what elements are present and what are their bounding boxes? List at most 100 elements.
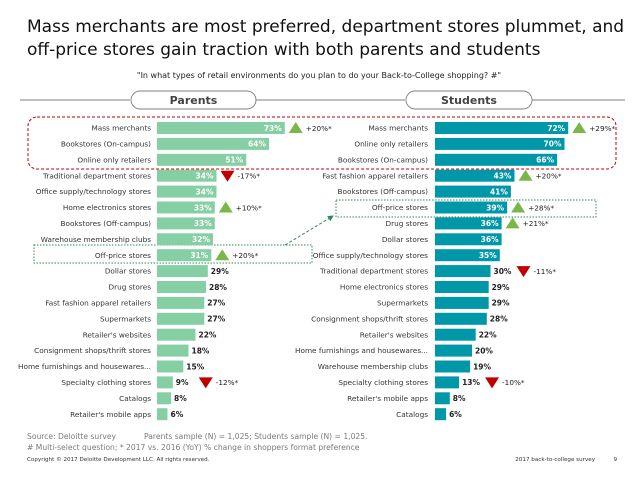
parents-value-label: 8% [174,394,187,403]
parents-bar [157,328,196,341]
students-bar [435,122,569,134]
parents-bar [157,296,205,309]
parents-category-label: Bookstores (On-campus) [61,140,151,149]
parents-category-label: Specialty clothing stores [61,378,151,387]
parents-value-label: 18% [192,346,210,355]
parents-category-label: Fast fashion apparel retailers [45,299,151,308]
students-yoy-label: +29%* [589,124,615,133]
parents-yoy-label: +20%* [232,251,258,260]
parents-category-label: Mass merchants [91,124,151,133]
source-text: Source: Deloitte survey [27,432,117,441]
parents-value-label: 6% [171,410,184,419]
students-bar [435,233,502,246]
down-arrow-icon [220,170,235,182]
students-category-label: Specialty clothing stores [338,378,428,387]
students-category-label: Supermarkets [377,299,428,308]
students-yoy-label: -11%* [534,267,557,276]
offprice-connector-arrow [284,215,334,246]
parents-category-label: Dollar stores [105,267,151,276]
down-arrow-icon [198,377,213,389]
parents-category-label: Supermarkets [100,314,151,323]
students-value-label: 36% [481,219,499,228]
parents-yoy-label: -12%* [216,378,239,387]
parents-value-label: 33% [194,219,212,228]
up-arrow-icon [288,122,303,133]
students-bar [435,312,487,325]
students-value-label: 29% [492,299,510,308]
survey-question: "In what types of retail environments do… [136,71,502,80]
students-value-label: 22% [479,331,497,340]
students-bar [435,185,511,198]
students-category-label: Mass merchants [368,124,428,133]
students-category-label: Warehouse membership clubs [318,362,428,371]
parents-category-label: Home furnishings and housewares... [18,362,151,371]
parents-value-label: 27% [207,315,225,324]
students-category-label: Drug stores [386,219,429,228]
parents-header: Parents [170,94,218,107]
copyright: Copyright © 2017 Deloitte Development LL… [27,457,210,463]
parents-bar [157,122,285,134]
parents-category-label: Drug stores [109,283,152,292]
students-category-label: Off-price stores [372,203,428,212]
students-category-label: Catalogs [396,410,428,419]
parents-bar [157,265,208,278]
students-value-label: 19% [473,362,491,371]
students-category-label: Fast fashion apparel retailers [322,171,428,180]
parents-category-label: Retailer's websites [83,330,152,339]
students-value-label: 70% [544,140,562,149]
sample-text: Parents sample (N) = 1,025; Students sam… [144,432,368,441]
parents-bar [157,185,217,198]
students-category-label: Retailer's mobile apps [347,394,428,403]
up-arrow-icon [572,122,587,133]
parents-value-label: 9% [176,378,189,387]
parents-category-label: Online only retailers [77,155,151,164]
parents-category-label: Retailer's mobile apps [70,410,151,419]
parents-value-label: 64% [248,140,266,149]
students-category-label: Bookstores (Off-campus) [338,187,429,196]
students-category-label: Bookstores (On-campus) [338,155,428,164]
students-category-label: Dollar stores [382,235,428,244]
parents-value-label: 34% [196,187,214,196]
parents-bar [157,201,215,214]
parents-bar [157,137,269,150]
parents-category-label: Warehouse membership clubs [41,235,151,244]
parents-value-label: 29% [211,267,229,276]
students-bar [435,249,500,262]
down-arrow-icon [485,377,500,389]
parents-yoy-label: +10%* [236,203,262,212]
students-bar [435,296,489,309]
parents-category-label: Consignment shops/thrift stores [34,346,151,355]
students-category-label: Office supply/technology stores [313,251,428,260]
students-value-label: 41% [490,187,508,196]
parents-yoy-label: +20%* [306,124,332,133]
students-bar [435,169,515,182]
students-bar [435,217,502,230]
parents-bar [157,360,184,373]
up-arrow-icon [511,201,526,213]
students-category-label: Consignment shops/thrift stores [311,314,428,323]
footnote: # Multi-select question; * 2017 vs. 2016… [27,443,360,452]
students-value-label: 6% [449,410,462,419]
students-value-label: 66% [536,156,554,165]
students-bar [435,153,558,166]
students-bar [435,137,565,150]
students-value-label: 8% [453,394,466,403]
parents-chart: Mass merchants 73% +20%* Bookstores (On-cam… [18,122,332,421]
parents-bar [157,233,213,246]
parents-value-label: 28% [209,283,227,292]
parents-category-label: Off-price stores [95,251,151,260]
up-arrow-icon [518,169,533,181]
students-bar [435,360,471,373]
students-value-label: 29% [492,283,510,292]
students-category-label: Online only retailers [354,140,428,149]
parents-bar [157,408,168,421]
parents-value-label: 22% [199,331,217,340]
students-bar [435,281,489,293]
bar-charts: Parents Students Mass merchants 73% +20%* B… [18,90,625,421]
students-value-label: 39% [486,203,504,212]
students-header: Students [441,94,497,107]
up-arrow-icon [218,201,233,213]
students-value-label: 36% [481,235,499,244]
students-value-label: 72% [547,124,565,133]
students-value-label: 30% [494,267,512,276]
